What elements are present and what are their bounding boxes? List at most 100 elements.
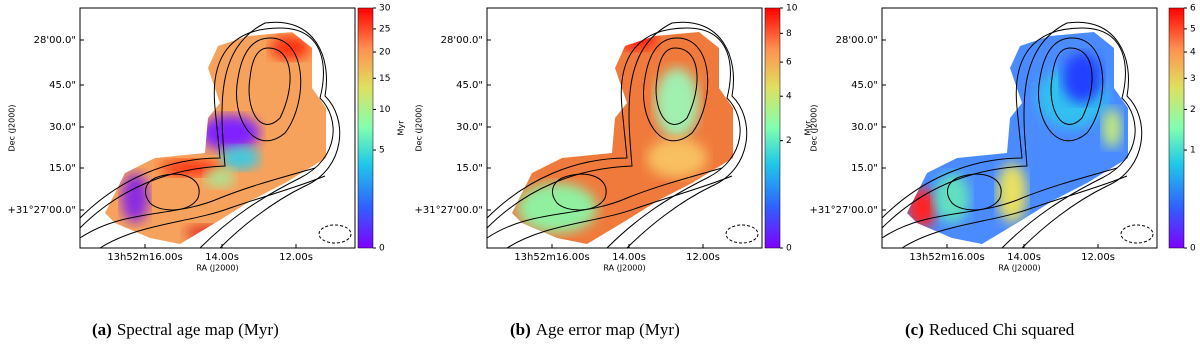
caption-text: Age error map (Myr) bbox=[536, 320, 680, 339]
caption-label: (c) bbox=[905, 320, 924, 339]
contours bbox=[881, 21, 1143, 249]
map-blob bbox=[205, 168, 235, 188]
contour-line bbox=[79, 27, 334, 249]
contour-line bbox=[486, 27, 741, 249]
colorbar-tick-label: 10 bbox=[379, 105, 391, 115]
y-tick-label: +31°27'00.0" bbox=[810, 205, 878, 216]
beam bbox=[725, 224, 759, 244]
contour-line bbox=[881, 167, 1118, 239]
contour-line bbox=[486, 21, 748, 249]
caption: (a) Spectral age map (Myr) bbox=[92, 320, 279, 339]
colorbar-tick-label: 10 bbox=[786, 4, 798, 14]
map-blob bbox=[121, 173, 149, 223]
map-blob bbox=[655, 68, 699, 138]
contour-line bbox=[79, 21, 341, 249]
plot-frame bbox=[881, 7, 1158, 249]
contours bbox=[486, 21, 748, 249]
contour-line bbox=[881, 21, 1143, 249]
contour-line bbox=[506, 175, 733, 249]
y-tick-label: 45.0" bbox=[456, 80, 483, 91]
beam bbox=[1120, 224, 1154, 244]
y-tick-label: 28'00.0" bbox=[34, 35, 76, 46]
colorbar-tick-label: 1 bbox=[1190, 146, 1196, 156]
x-axis-label: RA (J2000) bbox=[196, 264, 238, 273]
contour-line bbox=[236, 37, 302, 142]
map-blob bbox=[934, 173, 970, 223]
colorbar-tick-label: 5 bbox=[1190, 24, 1196, 34]
contour-line bbox=[248, 47, 291, 125]
y-tick-label: 45.0" bbox=[49, 80, 76, 91]
contour-line bbox=[881, 27, 1136, 249]
map-blob bbox=[200, 115, 260, 151]
colorbar-tick-label: 2 bbox=[786, 136, 792, 146]
y-tick-label: 30.0" bbox=[49, 122, 76, 133]
colorbar-tick-label: 5 bbox=[379, 146, 385, 156]
contour-line bbox=[79, 167, 316, 239]
map-blob bbox=[1062, 53, 1102, 103]
x-tick-label: 12.00s bbox=[686, 252, 720, 263]
map-blob bbox=[270, 36, 310, 60]
caption: (b) Age error map (Myr) bbox=[510, 320, 680, 339]
x-axis-label: RA (J2000) bbox=[998, 264, 1040, 273]
x-tick-label: 14.00s bbox=[1007, 252, 1041, 263]
colorbar-tick-label: 30 bbox=[379, 4, 391, 14]
colorbar-tick-label: 15 bbox=[379, 74, 390, 84]
y-tick-label: 28'00.0" bbox=[441, 35, 483, 46]
contour-line bbox=[643, 37, 709, 142]
y-tick-label: +31°27'00.0" bbox=[415, 205, 483, 216]
y-tick-label: 45.0" bbox=[851, 80, 878, 91]
y-axis-label: Dec (J2000) bbox=[8, 105, 17, 152]
colorbar bbox=[1168, 7, 1185, 249]
colorbar-tick-label: 20 bbox=[379, 48, 391, 58]
y-tick-label: 15.0" bbox=[851, 163, 878, 174]
y-axis-label: Dec (J2000) bbox=[810, 105, 819, 152]
colorbar-tick-label: 3 bbox=[1190, 74, 1196, 84]
y-tick-label: 15.0" bbox=[49, 163, 76, 174]
y-tick-label: 28'00.0" bbox=[836, 35, 878, 46]
colorbar-tick-label: 6 bbox=[1190, 4, 1196, 14]
panel: 13h52m16.00s 14.00s 12.00s +31°27'00.0" 15.0… bbox=[8, 4, 406, 339]
y-tick-label: 15.0" bbox=[456, 163, 483, 174]
colorbar-tick-label: 4 bbox=[786, 92, 792, 102]
map-blob bbox=[160, 160, 220, 176]
colorbar-tick-label: 6 bbox=[786, 58, 792, 68]
map-blob bbox=[517, 183, 597, 233]
x-tick-label: 14.00s bbox=[612, 252, 646, 263]
colorbar-tick-label: 2 bbox=[1190, 105, 1196, 115]
colorbar bbox=[357, 7, 374, 249]
map-blob bbox=[997, 163, 1027, 223]
caption: (c) Reduced Chi squared bbox=[905, 320, 1075, 339]
caption-label: (b) bbox=[510, 320, 531, 339]
colorbar-tick-label: 4 bbox=[1190, 48, 1196, 58]
colorbar-tick-label: 0 bbox=[1190, 244, 1196, 254]
x-axis-label: RA (J2000) bbox=[603, 264, 645, 273]
x-tick-label: 13h52m16.00s bbox=[909, 252, 984, 263]
x-tick-label: 12.00s bbox=[1081, 252, 1115, 263]
colorbar-tick-label: 0 bbox=[379, 244, 385, 254]
colorbar-label: Myr bbox=[397, 120, 406, 136]
caption-text: Reduced Chi squared bbox=[929, 320, 1075, 339]
colorbar-label: Myr bbox=[804, 120, 813, 136]
plot-frame bbox=[79, 7, 356, 249]
panel: 13h52m16.00s 14.00s 12.00s +31°27'00.0" 15.0… bbox=[810, 4, 1197, 339]
x-tick-label: 14.00s bbox=[205, 252, 239, 263]
contour-line bbox=[99, 175, 326, 249]
contour-line bbox=[901, 175, 1128, 249]
contours bbox=[79, 21, 341, 249]
contour-line bbox=[1050, 47, 1093, 125]
contour-line bbox=[486, 167, 723, 239]
x-tick-label: 13h52m16.00s bbox=[514, 252, 589, 263]
caption-label: (a) bbox=[92, 320, 112, 339]
y-tick-label: 30.0" bbox=[851, 122, 878, 133]
beam bbox=[318, 224, 352, 244]
plot-frame bbox=[486, 7, 763, 249]
map-blob bbox=[907, 188, 937, 228]
colorbar-tick-label: 0 bbox=[786, 244, 792, 254]
map-blob bbox=[1102, 108, 1122, 148]
colorbar bbox=[764, 7, 781, 249]
colorbar-tick-label: 8 bbox=[786, 29, 792, 39]
y-tick-label: +31°27'00.0" bbox=[8, 205, 76, 216]
y-axis-label: Dec (J2000) bbox=[415, 105, 424, 152]
y-tick-label: 30.0" bbox=[456, 122, 483, 133]
